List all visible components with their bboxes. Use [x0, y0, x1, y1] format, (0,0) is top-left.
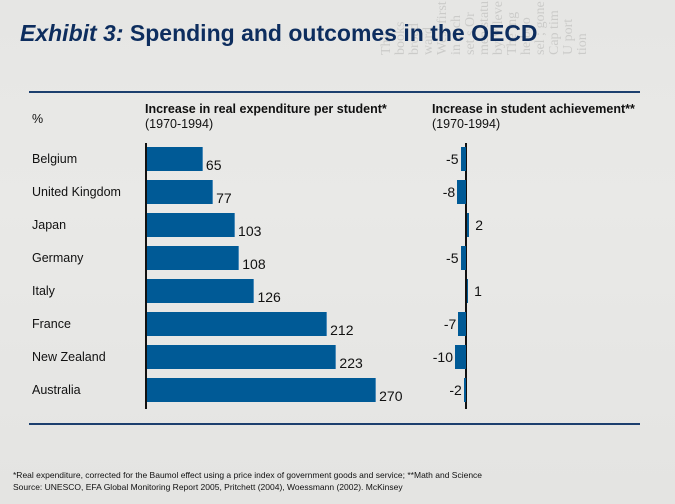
title-prefix: Exhibit 3:: [20, 20, 124, 46]
category-label: Germany: [32, 251, 84, 265]
series2-bar: [467, 213, 470, 237]
series1-value-label: 108: [242, 256, 266, 272]
footnote: *Real expenditure, corrected for the Bau…: [13, 470, 483, 480]
series2-bar: [467, 279, 469, 303]
series1-axis: [145, 143, 147, 409]
series2-value-label: -5: [446, 250, 459, 266]
series1-bar: [147, 180, 214, 204]
series1-value-label: 223: [339, 355, 363, 371]
series2-value-label: -2: [449, 382, 462, 398]
bottom-rule: [29, 423, 640, 425]
series1-value-label: 212: [330, 322, 354, 338]
series1-header: Increase in real expenditure per student…: [145, 102, 387, 132]
series1-value-label: 65: [205, 157, 222, 173]
series2-value-label: 1: [474, 283, 482, 299]
series1-value-label: 126: [257, 289, 281, 305]
series2-value-label: -10: [432, 349, 453, 365]
series2-bar: [460, 246, 466, 270]
series1-bar: [147, 213, 236, 237]
series2-value-label: -5: [446, 151, 459, 167]
series1-period: (1970-1994): [145, 117, 214, 131]
top-rule: [29, 91, 640, 93]
series1-bar: [147, 246, 240, 270]
series1-bar: [147, 279, 255, 303]
category-label: Italy: [32, 284, 55, 298]
category-label: Japan: [32, 218, 67, 232]
series2-value-label: -8: [442, 184, 456, 200]
series1-value-label: 270: [379, 388, 403, 404]
category-label: New Zealand: [32, 350, 106, 364]
series1-title: Increase in real expenditure per student…: [145, 102, 387, 116]
source-note: Source: UNESCO, EFA Global Monitoring Re…: [13, 482, 403, 492]
category-label: Belgium: [32, 152, 78, 166]
series2-bar: [455, 345, 466, 369]
category-label: United Kingdom: [32, 185, 121, 199]
series2-value-label: 2: [475, 217, 483, 233]
series2-bar: [458, 312, 466, 336]
series1-bar: [147, 147, 203, 171]
series1-value-label: 77: [216, 190, 232, 206]
series2-bar: [463, 378, 466, 402]
series1-value-label: 103: [238, 223, 262, 239]
series1-bar: [147, 378, 377, 402]
category-label: Australia: [32, 383, 81, 397]
series1-bar: [147, 345, 337, 369]
series2-value-label: -7: [443, 316, 457, 332]
series2-period: (1970-1994): [432, 117, 501, 131]
series2-bar: [460, 147, 466, 171]
title-main: Spending and outcomes in the OECD: [129, 20, 538, 46]
category-label: France: [32, 317, 71, 331]
page-title: Exhibit 3: Spending and outcomes in the …: [20, 20, 538, 47]
series2-axis: [465, 143, 467, 409]
series2-title: Increase in student achievement**: [432, 102, 635, 116]
unit-label: %: [32, 112, 44, 126]
series2-header: Increase in student achievement** (1970-…: [432, 102, 635, 132]
series1-bar: [147, 312, 328, 336]
series2-bar: [457, 180, 466, 204]
